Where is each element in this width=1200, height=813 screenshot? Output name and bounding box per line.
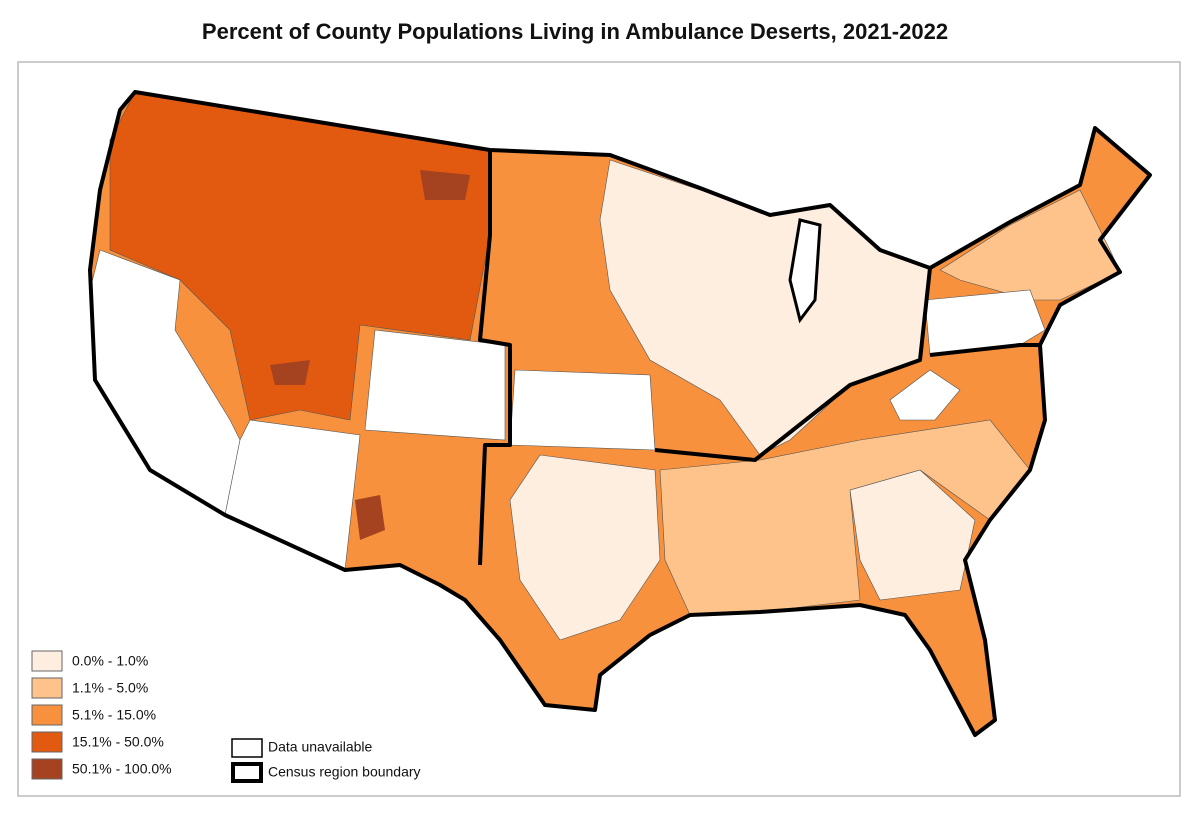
state-west-virginia xyxy=(889,369,961,421)
legend-swatch xyxy=(231,738,263,758)
legend-swatch xyxy=(31,677,63,699)
region-texas xyxy=(509,454,661,641)
region-boundary xyxy=(929,343,1040,357)
legend-swatch xyxy=(31,704,63,726)
legend-label: 0.0% - 1.0% xyxy=(72,653,148,669)
legend-label: 5.1% - 15.0% xyxy=(72,707,156,723)
region-boundary xyxy=(478,150,512,566)
legend-label: 1.1% - 5.0% xyxy=(72,680,148,696)
legend-label: Census region boundary xyxy=(268,764,421,780)
region-dark-2 xyxy=(355,495,385,540)
legend: 0.0% - 1.0% 1.1% - 5.0% 5.1% - 15.0% 15.1% … xyxy=(31,650,421,783)
legend-swatch xyxy=(231,762,263,783)
us-map xyxy=(88,90,1152,737)
legend-label: 50.1% - 100.0% xyxy=(72,761,172,777)
region-boundary xyxy=(654,267,932,462)
legend-swatch xyxy=(31,758,63,780)
country-outline xyxy=(88,90,1152,737)
state-kansas xyxy=(509,369,656,451)
map-title: Percent of County Populations Living in … xyxy=(202,19,948,44)
legend-swatch xyxy=(31,650,63,672)
legend-label: Data unavailable xyxy=(268,739,373,755)
state-pennsylvania xyxy=(924,289,1046,356)
legend-swatch xyxy=(31,731,63,753)
state-colorado xyxy=(364,329,506,441)
lake-michigan xyxy=(788,218,822,324)
region-dark-1 xyxy=(270,360,310,385)
legend-label: 15.1% - 50.0% xyxy=(72,734,164,750)
region-dark-3 xyxy=(420,170,470,200)
